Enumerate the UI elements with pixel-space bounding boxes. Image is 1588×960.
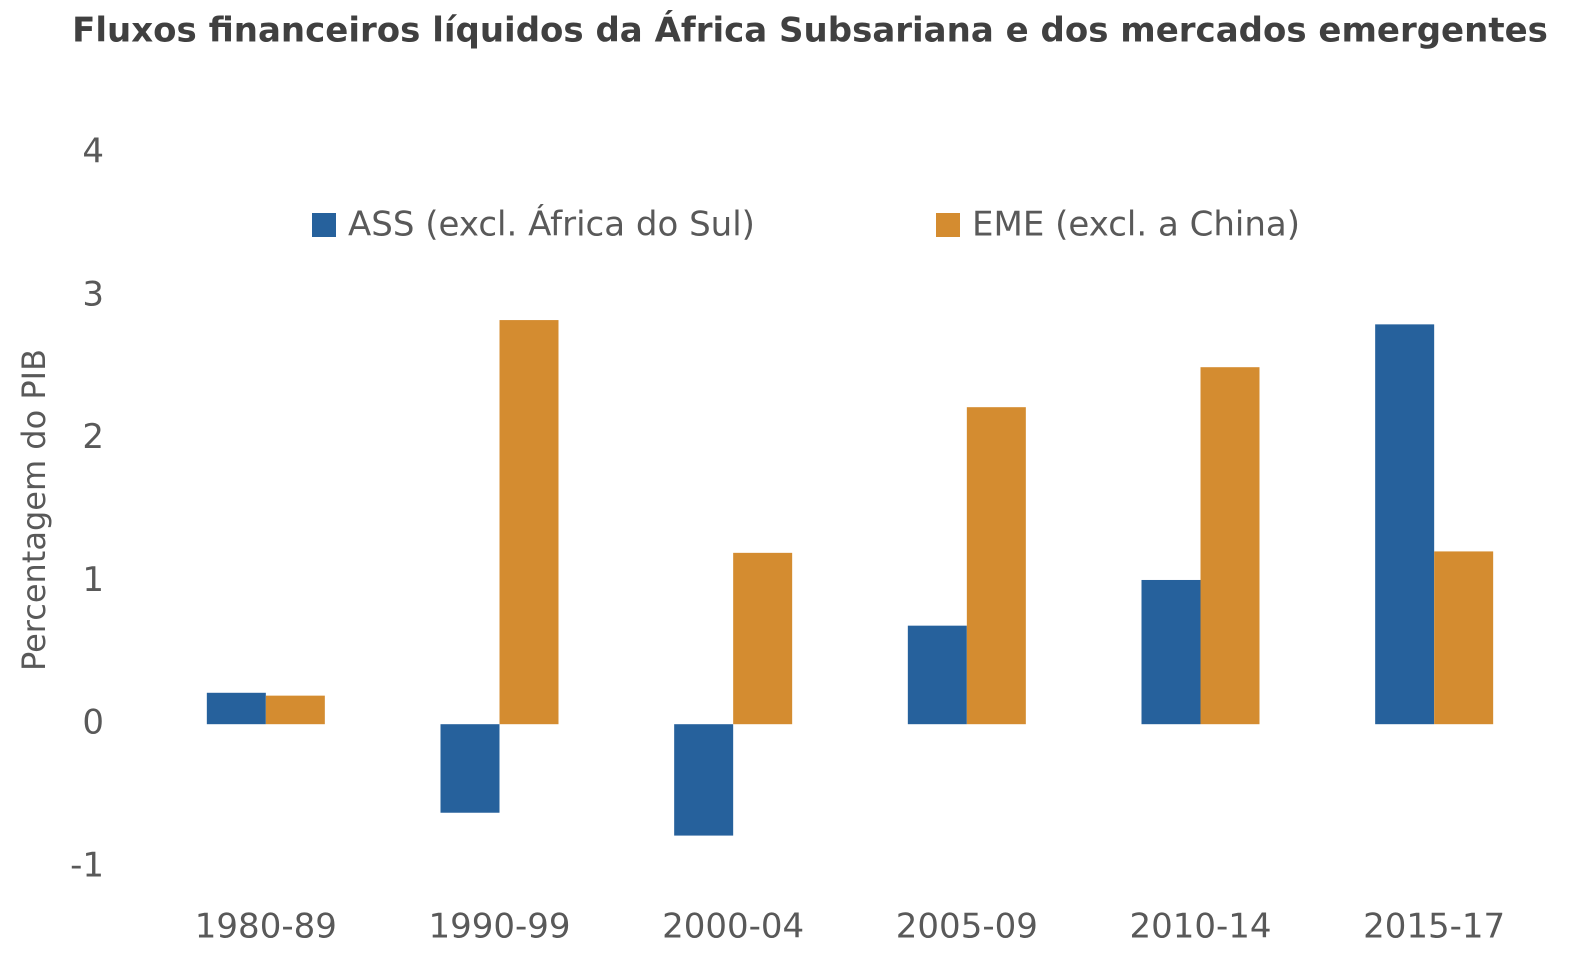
legend-swatch [936, 213, 960, 237]
x-tick-label: 2015-17 [1363, 907, 1505, 947]
x-tick-label: 2010-14 [1129, 907, 1271, 947]
legend-label: EME (excl. a China) [972, 205, 1300, 245]
x-tick-label: 2000-04 [662, 907, 804, 947]
bar [733, 552, 793, 725]
x-tick-label: 1990-99 [428, 907, 570, 947]
legend-swatch [312, 213, 336, 237]
y-tick-label: 4 [82, 132, 104, 172]
y-tick-label: 1 [82, 560, 104, 600]
y-tick-label: -1 [70, 846, 104, 886]
bar [1434, 551, 1494, 725]
bar [674, 724, 734, 836]
y-tick-label: 2 [82, 417, 104, 457]
bar [440, 724, 500, 813]
y-tick-label: 3 [82, 274, 104, 314]
y-tick-label: 0 [82, 703, 104, 743]
chart-title: Fluxos financeiros líquidos da África Su… [72, 10, 1548, 51]
x-tick-label: 1980-89 [195, 907, 337, 947]
legend-label: ASS (excl. África do Sul) [348, 204, 755, 245]
bar [499, 320, 559, 725]
bar [1200, 367, 1260, 725]
bar [966, 407, 1026, 725]
bar [265, 695, 325, 725]
bar [206, 692, 266, 725]
bar [1375, 324, 1435, 725]
bar [1141, 579, 1201, 725]
bar [907, 625, 967, 725]
x-tick-label: 2005-09 [896, 907, 1038, 947]
y-axis-label: Percentagem do PIB [15, 349, 53, 671]
